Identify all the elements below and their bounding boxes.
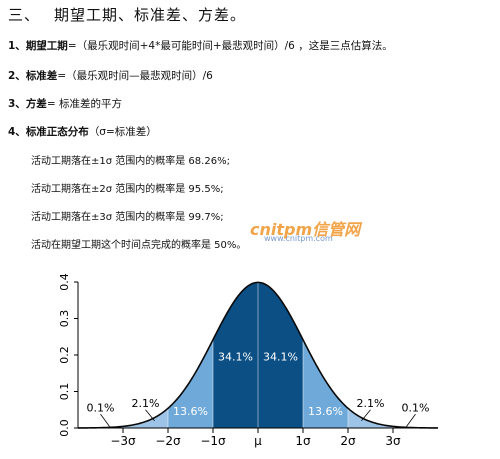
- item-term: 标准差: [25, 70, 58, 82]
- label-leader: [145, 409, 155, 421]
- watermark-logo: cnitpm信管网: [250, 220, 361, 239]
- y-tick-label: 0.3: [58, 310, 71, 328]
- x-tick-label: 3σ: [385, 434, 401, 448]
- x-tick-label: μ: [254, 434, 262, 448]
- item-term: 方差: [25, 98, 47, 110]
- y-tick-label: 0.0: [58, 419, 71, 437]
- region-label: 2.1%: [132, 397, 160, 410]
- item-number: 2、: [8, 70, 26, 82]
- region-label: 34.1%: [263, 350, 298, 363]
- item-term: 期望工期: [25, 40, 68, 52]
- y-tick-label: 0.1: [58, 383, 71, 401]
- x-tick-label: −2σ: [155, 434, 181, 448]
- region-label: 2.1%: [357, 397, 385, 410]
- y-tick-label: 0.4: [58, 273, 71, 291]
- item-number: 4、: [8, 126, 26, 138]
- x-tick-label: −1σ: [200, 434, 226, 448]
- fact-2-sigma: 活动工期落在±2σ 范围内的概率是 95.5%;: [31, 184, 224, 195]
- region-label: 34.1%: [218, 350, 253, 363]
- fact-3-sigma: 活动工期落在±3σ 范围内的概率是 99.7%;: [31, 212, 224, 223]
- region-label: 0.1%: [87, 402, 115, 415]
- item-number: 1、: [8, 40, 26, 52]
- fact-1-sigma: 活动工期落在±1σ 范围内的概率是 68.26%;: [31, 156, 230, 167]
- item-text: （σ=标准差）: [88, 126, 157, 138]
- x-tick-label: 1σ: [295, 434, 311, 448]
- section-heading: 三、 期望工期、标准差、方差。: [8, 4, 246, 25]
- label-leader: [406, 413, 416, 427]
- fact-expected-50: 活动在期望工期这个时间点完成的概率是 50%。: [31, 240, 247, 251]
- item-term: 标准正态分布: [25, 126, 89, 138]
- y-tick-label: 0.2: [58, 346, 71, 364]
- section-title: 期望工期、标准差、方差。: [54, 6, 247, 24]
- item-variance: 3、方差= 标准差的平方: [8, 96, 122, 111]
- region-6: [348, 408, 393, 428]
- region-1: [123, 408, 168, 428]
- item-text: =（最乐观时间—最悲观时间）/6: [57, 70, 213, 82]
- watermark-url: www.cnitpm.com: [264, 234, 333, 243]
- region-label: 13.6%: [308, 405, 343, 418]
- region-label: 13.6%: [173, 405, 208, 418]
- label-leader: [100, 413, 110, 427]
- section-number: 三、: [8, 6, 41, 24]
- item-text: = 标准差的平方: [46, 98, 122, 110]
- x-tick-label: −3σ: [110, 434, 136, 448]
- x-tick-label: 2σ: [340, 434, 356, 448]
- density-curve: [77, 281, 439, 429]
- item-expected-duration: 1、期望工期=（最乐观时间+4*最可能时间+最悲观时间）/6 ，这是三点估算法。: [8, 38, 393, 53]
- label-leader: [361, 409, 371, 421]
- item-standard-deviation: 2、标准差=（最乐观时间—最悲观时间）/6: [8, 68, 213, 83]
- region-label: 0.1%: [402, 402, 430, 415]
- item-text: =（最乐观时间+4*最可能时间+最悲观时间）/6 ，这是三点估算法。: [67, 40, 393, 52]
- item-normal-distribution: 4、标准正态分布（σ=标准差）: [8, 124, 157, 139]
- item-number: 3、: [8, 98, 26, 110]
